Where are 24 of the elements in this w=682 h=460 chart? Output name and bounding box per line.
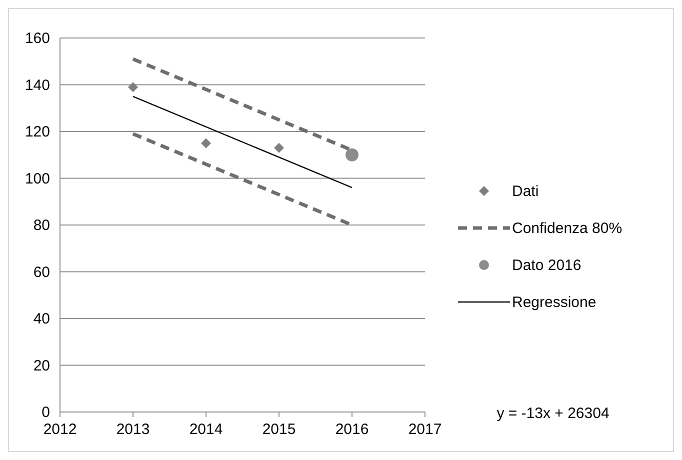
x-tick-label: 2014 xyxy=(189,421,223,438)
point xyxy=(274,142,284,153)
y-tick-label: 140 xyxy=(24,76,50,94)
y-tick-label: 40 xyxy=(33,310,50,328)
text: y = -13x + 26304 xyxy=(496,405,610,422)
point xyxy=(201,138,211,148)
y-tick-label: 20 xyxy=(33,357,50,374)
x-tick-label: 2015 xyxy=(262,421,296,438)
y-tick-label: 100 xyxy=(24,170,50,188)
x-tick-label: 2013 xyxy=(116,421,150,438)
y-tick-label: 120 xyxy=(24,124,50,140)
y-tick-label: 80 xyxy=(33,217,50,234)
legend-label: Confidenza 80% xyxy=(512,220,622,237)
y-tick-label: 60 xyxy=(33,264,50,281)
legend-label: Dati xyxy=(512,183,539,200)
x-tick-label: 2012 xyxy=(43,421,77,438)
legend-label: Dato 2016 xyxy=(512,257,582,274)
point xyxy=(128,82,138,92)
y-tick-label: 160 xyxy=(24,30,50,47)
x-tick-label: 2016 xyxy=(335,421,369,438)
y-tick-label: 0 xyxy=(42,404,50,421)
point xyxy=(346,148,358,162)
x-tick-label: 2017 xyxy=(408,421,442,438)
legend-label: Regressione xyxy=(512,294,596,311)
